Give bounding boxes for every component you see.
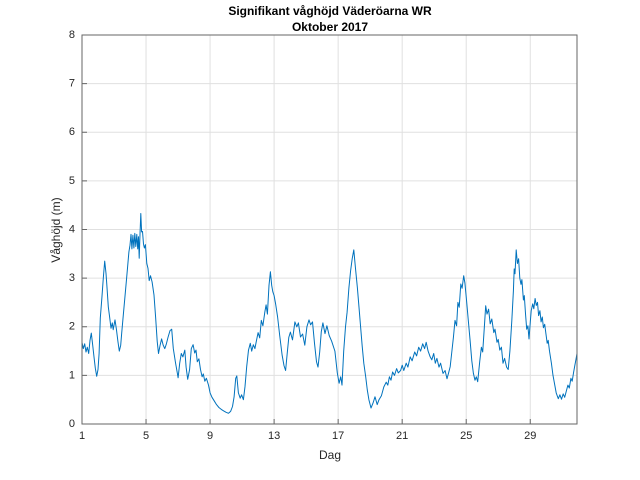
chart-title: Signifikant våghöjd Väderöarna WR [228, 4, 432, 18]
wave-height-line [81, 213, 578, 414]
y-tick-label: 8 [69, 29, 75, 41]
x-tick-label: 17 [332, 430, 344, 442]
y-tick-label: 3 [69, 272, 75, 284]
y-tick-label: 4 [69, 223, 75, 235]
y-tick-label: 0 [69, 418, 75, 430]
y-tick-label: 6 [69, 126, 75, 138]
y-tick-label: 7 [69, 78, 75, 90]
y-tick-label: 1 [69, 369, 75, 381]
x-tick-label: 13 [268, 430, 280, 442]
y-tick-label: 5 [69, 175, 75, 187]
y-tick-label: 2 [69, 321, 75, 333]
x-tick-label: 21 [396, 430, 408, 442]
x-axis-label: Dag [318, 448, 342, 462]
x-tick-label: 1 [79, 430, 85, 442]
x-tick-label: 29 [524, 430, 536, 442]
x-tick-label: 9 [207, 430, 213, 442]
chart-subtitle: Oktober 2017 [291, 20, 369, 34]
x-tick-label: 5 [143, 430, 149, 442]
x-tick-label: 25 [460, 430, 472, 442]
